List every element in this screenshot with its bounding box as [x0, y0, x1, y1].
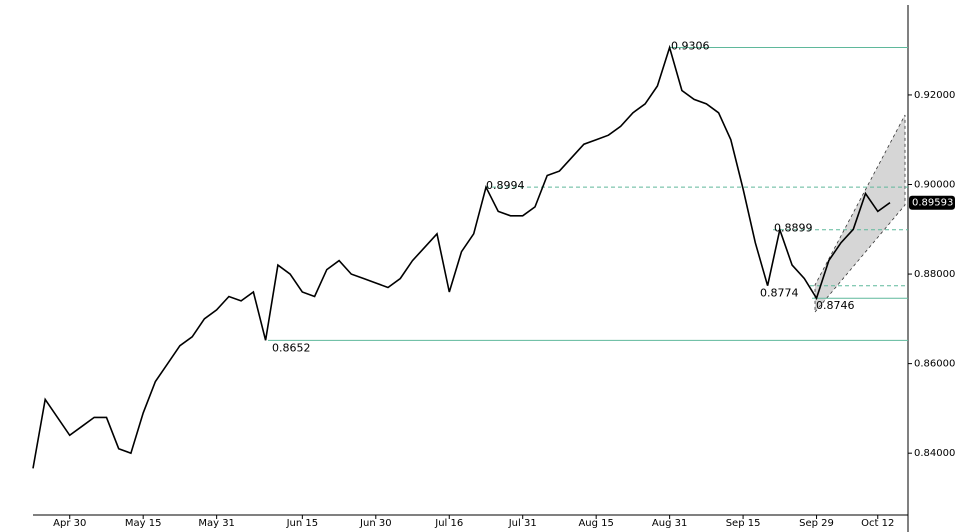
x-tick-label: Sep 15 [726, 518, 761, 529]
y-tick-label: 0.92000 [914, 90, 955, 101]
level-label: 0.8652 [272, 341, 311, 354]
x-tick-label: Jun 30 [359, 518, 392, 529]
trend-channel [814, 114, 906, 314]
x-tick-label: Jun 15 [286, 518, 319, 529]
last-price-label: 0.89593 [912, 198, 953, 209]
level-label: 0.8899 [774, 222, 813, 235]
level-label: 0.8746 [816, 299, 855, 312]
x-tick-label: Apr 30 [53, 518, 86, 529]
level-label: 0.8774 [760, 287, 799, 300]
x-tick-label: May 15 [125, 518, 162, 529]
level-label: 0.8994 [486, 179, 525, 192]
y-tick-label: 0.86000 [914, 359, 955, 370]
x-tick-label: Jul 31 [508, 518, 537, 529]
x-tick-label: Aug 31 [652, 518, 687, 529]
price-line [32, 44, 891, 469]
y-tick-label: 0.84000 [914, 448, 955, 459]
x-tick-label: Sep 29 [799, 518, 834, 529]
level-label: 0.9306 [671, 39, 710, 52]
x-tick-label: Aug 15 [578, 518, 613, 529]
last-price-box [909, 195, 955, 210]
x-tick-label: Jul 16 [434, 518, 463, 529]
y-tick-label: 0.90000 [914, 179, 955, 190]
y-tick-label: 0.88000 [914, 269, 955, 280]
x-tick-label: May 31 [198, 518, 235, 529]
x-tick-label: Oct 12 [861, 518, 894, 529]
